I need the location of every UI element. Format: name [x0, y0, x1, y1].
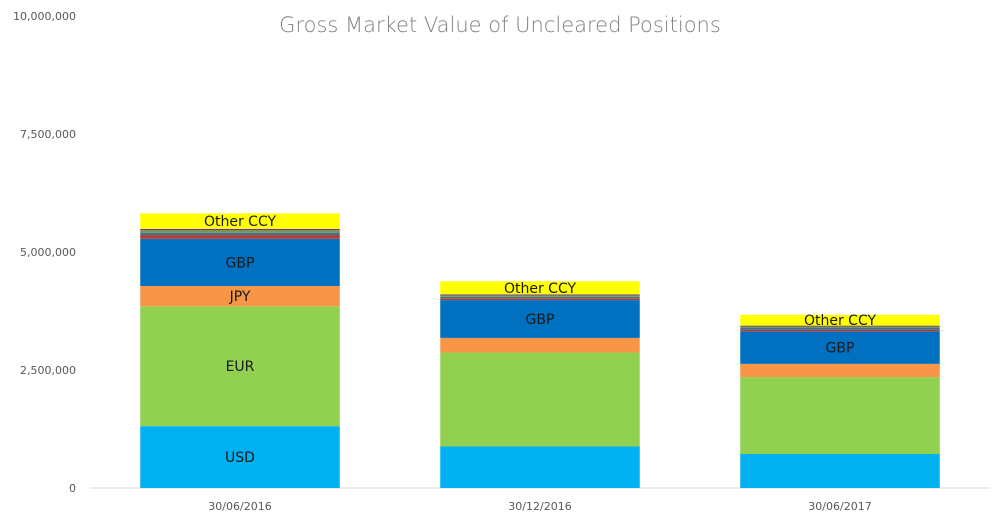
chart-title: Gross Market Value of Uncleared Position… — [279, 13, 721, 37]
segment-data-label: GBP — [226, 255, 255, 271]
bar-segment-minor-7 — [440, 294, 640, 296]
bar-segment-usd — [440, 446, 640, 488]
bar-segment-jpy — [740, 363, 940, 378]
bar-segment-minor-5 — [440, 296, 640, 299]
x-tick-label: 30/06/2016 — [208, 500, 271, 513]
y-tick-label: 2,500,000 — [20, 364, 76, 377]
bar-segment-minor-5 — [740, 327, 940, 330]
segment-data-label: Other CCY — [504, 281, 577, 297]
bar-segment-minor-4 — [140, 235, 340, 239]
x-tick-label: 30/12/2016 — [508, 500, 571, 513]
bar-segment-usd — [740, 454, 940, 488]
segment-data-label: Other CCY — [204, 214, 277, 230]
bar-segment-minor-5 — [140, 232, 340, 236]
bars — [140, 213, 940, 488]
segment-data-label: GBP — [526, 312, 555, 328]
y-tick-label: 7,500,000 — [20, 128, 76, 141]
bar-segment-other-ccy — [140, 213, 340, 229]
bar-segment-minor-7 — [740, 325, 940, 327]
bar-segment-gbp — [140, 238, 340, 286]
segment-data-label: USD — [225, 450, 255, 466]
segment-data-label: GBP — [826, 341, 855, 357]
bar-segment-usd — [140, 426, 340, 488]
y-tick-label: 10,000,000 — [13, 10, 76, 23]
x-tick-label: 30/06/2017 — [808, 500, 871, 513]
bar-segment-other-ccy — [440, 281, 640, 295]
bar-segment-minor-6 — [140, 230, 340, 233]
segment-data-label: Other CCY — [804, 313, 877, 329]
bar-segment-minor-6 — [740, 326, 940, 328]
segment-data-label: JPY — [229, 289, 251, 305]
x-axis: 30/06/2016 30/12/2016 30/06/2017 — [90, 487, 990, 513]
y-tick-label: 0 — [69, 482, 76, 495]
segment-labels: USD EUR JPY GBP Other CCY GBP Other CCY GBP Othe… — [204, 214, 877, 466]
bar-segment-minor-4 — [440, 298, 640, 301]
bar-segment-minor-7 — [140, 228, 340, 231]
bar-segment-jpy — [440, 337, 640, 353]
bar-segment-gbp — [440, 300, 640, 338]
bar-segment-jpy — [140, 285, 340, 307]
bar-segment-gbp — [740, 331, 940, 364]
bar-segment-eur — [440, 352, 640, 447]
bar-segment-eur — [140, 306, 340, 427]
bar-segment-eur — [740, 377, 940, 455]
bar-segment-other-ccy — [740, 314, 940, 326]
bar-segment-minor-4 — [740, 329, 940, 332]
segment-data-label: EUR — [226, 359, 255, 375]
y-axis: 0 2,500,000 5,000,000 7,500,000 10,000,000 — [13, 10, 76, 495]
bar-segment-minor-6 — [440, 295, 640, 297]
y-tick-label: 5,000,000 — [20, 246, 76, 259]
